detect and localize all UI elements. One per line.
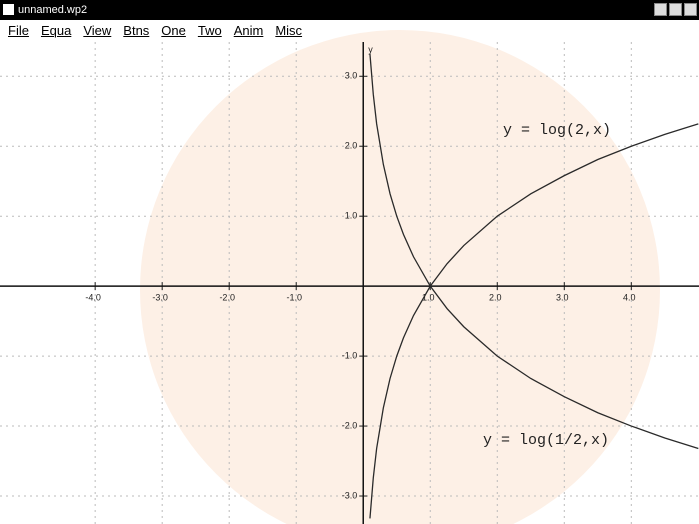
y-tick-label: -1.0	[342, 350, 358, 360]
x-tick-label: -2.0	[219, 293, 235, 303]
x-tick-label: -3.0	[152, 293, 168, 303]
curve-label: y = log(1/2,x)	[483, 432, 609, 449]
y-tick-label: 2.0	[345, 141, 358, 151]
x-tick-label: -1.0	[286, 293, 302, 303]
curve-label: y = log(2,x)	[503, 122, 611, 139]
y-tick-label: -3.0	[342, 490, 358, 500]
plot: -4.0 -3.0 -2.0 -1.0 1.0 2.0 3.0 4.0 -3.0 -2.0 -1.0…	[0, 0, 699, 524]
x-tick-label: 3.0	[556, 293, 569, 303]
body: unnamed.wp2 FileEquaViewBtnsOneTwoAnimMi…	[0, 0, 699, 524]
y-tick-label: -2.0	[342, 420, 358, 430]
x-tick-label: 2.0	[489, 293, 502, 303]
watermark	[140, 30, 660, 524]
y-axis-label: y	[368, 44, 373, 54]
x-tick-label: -4.0	[85, 293, 101, 303]
y-tick-label: 3.0	[345, 71, 358, 81]
y-tick-label: 1.0	[345, 211, 358, 221]
page: {"window": {"title": "unnamed.wp2"}, "me…	[0, 0, 699, 524]
x-tick-label: 4.0	[623, 293, 636, 303]
